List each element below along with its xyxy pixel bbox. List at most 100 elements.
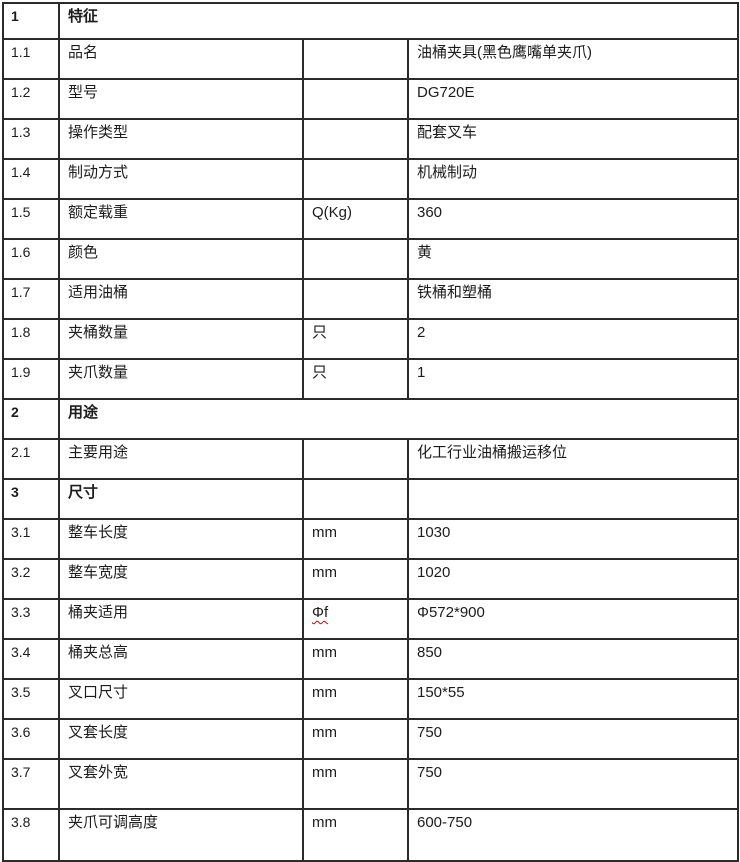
cell-num: 1.6	[2, 238, 60, 280]
cell-value: 750	[406, 718, 740, 760]
cell-label: 夹桶数量	[58, 318, 304, 360]
table-row: 3.5 叉口尺寸 mm 150*55	[2, 678, 740, 720]
cell-value: 600-750	[406, 808, 740, 862]
cell-value: 铁桶和塑桶	[406, 278, 740, 320]
table-row-section-3: 3 尺寸	[2, 478, 740, 520]
cell-label: 桶夹适用	[58, 598, 304, 640]
cell-unit: Φf	[302, 598, 409, 640]
cell-num: 2.1	[2, 438, 60, 480]
table-row: 1.3 操作类型 配套叉车	[2, 118, 740, 160]
cell-label: 适用油桶	[58, 278, 304, 320]
cell-unit: mm	[302, 638, 409, 680]
table-row: 3.1 整车长度 mm 1030	[2, 518, 740, 560]
cell-num: 3.2	[2, 558, 60, 600]
table-row: 1.7 适用油桶 铁桶和塑桶	[2, 278, 740, 320]
cell-value: 化工行业油桶搬运移位	[406, 438, 740, 480]
cell-num: 3.4	[2, 638, 60, 680]
table-row: 1.2 型号 DG720E	[2, 78, 740, 120]
cell-num: 1.3	[2, 118, 60, 160]
cell-value: 配套叉车	[406, 118, 740, 160]
cell-unit	[302, 438, 409, 480]
table-row: 3.3 桶夹适用 Φf Φ572*900	[2, 598, 740, 640]
table-row: 1.4 制动方式 机械制动	[2, 158, 740, 200]
cell-unit: 只	[302, 318, 409, 360]
table-row: 1.6 颜色 黄	[2, 238, 740, 280]
cell-unit	[302, 238, 409, 280]
cell-unit: mm	[302, 808, 409, 862]
cell-unit	[302, 278, 409, 320]
cell-num: 1	[2, 2, 60, 40]
cell-label: 叉套外宽	[58, 758, 304, 810]
table-row: 3.7 叉套外宽 mm 750	[2, 758, 740, 810]
cell-unit: mm	[302, 558, 409, 600]
cell-num: 1.1	[2, 38, 60, 80]
cell-label: 品名	[58, 38, 304, 80]
cell-value: 750	[406, 758, 740, 810]
cell-label: 操作类型	[58, 118, 304, 160]
cell-label: 制动方式	[58, 158, 304, 200]
cell-num: 3.7	[2, 758, 60, 810]
cell-label: 型号	[58, 78, 304, 120]
table-row-section-2: 2 用途	[2, 398, 740, 440]
cell-value: 850	[406, 638, 740, 680]
cell-unit	[302, 158, 409, 200]
cell-label: 额定载重	[58, 198, 304, 240]
cell-value: 1030	[406, 518, 740, 560]
cell-unit: mm	[302, 518, 409, 560]
cell-num: 3.5	[2, 678, 60, 720]
cell-unit: mm	[302, 718, 409, 760]
cell-unit: mm	[302, 678, 409, 720]
cell-value: 1	[406, 358, 740, 400]
cell-label: 整车长度	[58, 518, 304, 560]
cell-value: 150*55	[406, 678, 740, 720]
cell-num: 1.5	[2, 198, 60, 240]
cell-unit: 只	[302, 358, 409, 400]
cell-unit: Q(Kg)	[302, 198, 409, 240]
table-row: 3.8 夹爪可调高度 mm 600-750	[2, 808, 740, 862]
cell-label: 主要用途	[58, 438, 304, 480]
cell-section-label: 特征	[57, 2, 740, 40]
cell-unit	[302, 118, 409, 160]
cell-num: 3.8	[2, 808, 60, 862]
cell-label: 叉套长度	[58, 718, 304, 760]
cell-num: 3.6	[2, 718, 60, 760]
table-row-section-1: 1 特征	[2, 2, 740, 40]
cell-num: 3	[2, 478, 60, 520]
table-row: 3.4 桶夹总高 mm 850	[2, 638, 740, 680]
cell-unit	[302, 478, 409, 520]
table-row: 1.5 额定载重 Q(Kg) 360	[2, 198, 740, 240]
cell-value: 1020	[406, 558, 740, 600]
unit-text-spellcheck: Φf	[312, 604, 329, 621]
table-row: 3.2 整车宽度 mm 1020	[2, 558, 740, 600]
cell-unit	[302, 38, 409, 80]
cell-value: 黄	[406, 238, 740, 280]
cell-section-label: 尺寸	[58, 478, 304, 520]
cell-label: 整车宽度	[58, 558, 304, 600]
cell-num: 2	[2, 398, 60, 440]
cell-unit: mm	[302, 758, 409, 810]
table-row: 2.1 主要用途 化工行业油桶搬运移位	[2, 438, 740, 480]
cell-num: 1.2	[2, 78, 60, 120]
cell-num: 1.8	[2, 318, 60, 360]
cell-label: 夹爪可调高度	[58, 808, 304, 862]
cell-num: 3.1	[2, 518, 60, 560]
cell-label: 叉口尺寸	[58, 678, 304, 720]
cell-num: 3.3	[2, 598, 60, 640]
cell-num: 1.4	[2, 158, 60, 200]
cell-num: 1.7	[2, 278, 60, 320]
cell-value: Φ572*900	[406, 598, 740, 640]
table-row: 1.1 品名 油桶夹具(黑色鹰嘴单夹爪)	[2, 38, 740, 80]
cell-label: 颜色	[58, 238, 304, 280]
cell-value: 360	[406, 198, 740, 240]
cell-value: DG720E	[406, 78, 740, 120]
cell-unit	[302, 78, 409, 120]
table-row: 1.8 夹桶数量 只 2	[2, 318, 740, 360]
cell-num: 1.9	[2, 358, 60, 400]
cell-label: 桶夹总高	[58, 638, 304, 680]
cell-value: 2	[406, 318, 740, 360]
cell-label: 夹爪数量	[58, 358, 304, 400]
cell-section-label: 用途	[57, 398, 740, 440]
cell-value: 油桶夹具(黑色鹰嘴单夹爪)	[406, 38, 740, 80]
cell-value: 机械制动	[406, 158, 740, 200]
